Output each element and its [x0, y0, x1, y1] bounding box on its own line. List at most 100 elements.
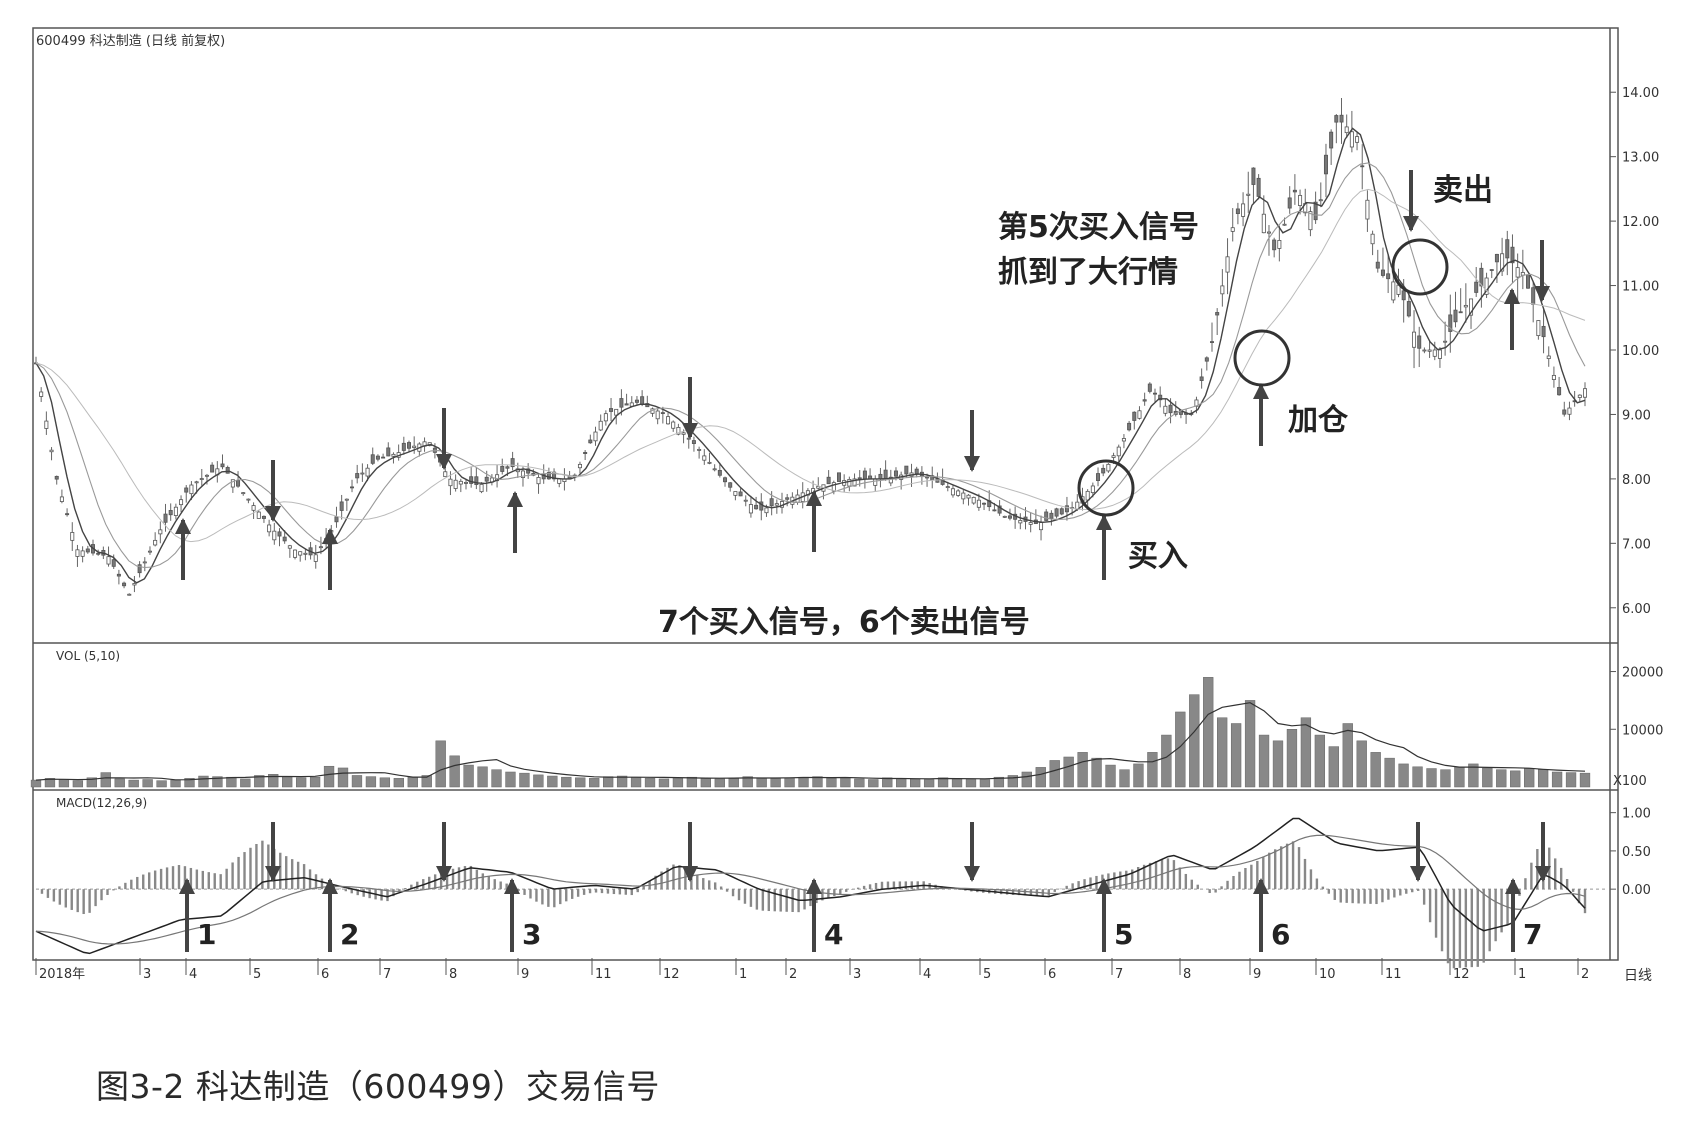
- candle-body: [236, 479, 241, 487]
- volume-bar: [1272, 740, 1284, 788]
- candle-body: [609, 408, 614, 412]
- candle-body: [1500, 253, 1505, 272]
- candle-body: [836, 472, 841, 482]
- volume-bar: [212, 776, 223, 788]
- volume-bar: [1175, 711, 1186, 788]
- candle-body: [1562, 409, 1567, 415]
- volume-bar: [365, 776, 377, 788]
- volume-bar: [1398, 763, 1409, 788]
- candle-body: [1479, 267, 1484, 287]
- annotation-buy-signal-line2: 抓到了大行情: [998, 255, 1178, 290]
- annotation-buy: 买入: [1128, 539, 1188, 574]
- price-tick-label: 11.00: [1622, 280, 1659, 295]
- candle-body: [153, 539, 158, 546]
- candle-body: [339, 501, 344, 511]
- volume-bar: [156, 780, 167, 788]
- candle-body: [671, 421, 676, 429]
- candle-body: [225, 467, 230, 474]
- candle-body: [1489, 269, 1494, 271]
- macd-buy-arrow-head: [1505, 878, 1521, 894]
- volume-bar: [672, 777, 684, 788]
- volume-bar: [198, 775, 209, 788]
- x-tick-label: 9: [521, 967, 529, 982]
- candle-body: [1355, 136, 1360, 143]
- candle-body: [163, 513, 168, 523]
- macd-sell-arrow-head: [1410, 866, 1426, 882]
- volume-bar: [868, 779, 879, 788]
- candle-body: [1054, 508, 1059, 517]
- macd-sell-arrow-head: [265, 866, 281, 882]
- price-tick-label: 8.00: [1622, 473, 1651, 488]
- volume-bar: [1007, 775, 1018, 788]
- volume-bar: [686, 776, 698, 788]
- candle-body: [634, 399, 639, 403]
- volume-bar: [114, 778, 125, 788]
- candle-body: [199, 478, 204, 480]
- candle-body: [360, 472, 365, 475]
- volume-bar: [937, 777, 949, 788]
- candle-body: [681, 432, 686, 435]
- volume-bar: [1440, 769, 1451, 788]
- candle-body: [1215, 312, 1220, 316]
- candle-body: [1505, 239, 1510, 259]
- candle-body: [132, 583, 137, 586]
- volume-bar: [644, 778, 656, 788]
- volume-bar: [979, 779, 991, 788]
- candle-body: [344, 498, 349, 501]
- buy-arrow-head: [322, 528, 338, 544]
- candle-body: [386, 447, 391, 457]
- candle-body: [1220, 285, 1225, 295]
- candle-body: [1494, 253, 1499, 263]
- candle-body: [1380, 269, 1385, 276]
- candle-body: [407, 442, 412, 449]
- volume-bar: [561, 776, 572, 788]
- x-tick-label: 7: [1115, 967, 1123, 982]
- candle-body: [1551, 374, 1556, 380]
- macd-signal-number: 5: [1114, 918, 1133, 951]
- candle-body: [1557, 387, 1562, 396]
- period-label: 日线: [1624, 968, 1652, 984]
- moving-average-line: [35, 188, 1586, 543]
- candle-body: [479, 484, 484, 493]
- macd-tick-label: 0.50: [1622, 845, 1651, 860]
- candle-body: [640, 396, 645, 405]
- candle-body: [816, 485, 821, 489]
- buy-arrow-head: [806, 490, 822, 506]
- candle-body: [293, 549, 298, 558]
- volume-bar: [770, 778, 781, 788]
- candle-body: [660, 412, 665, 414]
- volume-bar: [882, 777, 893, 788]
- candle-body: [546, 472, 551, 480]
- candle-body: [1531, 287, 1536, 305]
- macd-sell-arrow-head: [1535, 866, 1551, 882]
- candle-body: [261, 515, 266, 519]
- highlight-circle-buy: [1077, 459, 1135, 517]
- volume-bar: [575, 777, 586, 788]
- candle-body: [992, 509, 997, 512]
- volume-bar: [393, 778, 404, 788]
- candle-body: [96, 552, 101, 555]
- candle-body: [1510, 246, 1515, 264]
- x-tick-label: 12: [663, 967, 680, 982]
- candle-body: [769, 498, 774, 507]
- x-tick-label: 4: [189, 967, 197, 982]
- candle-body: [267, 524, 272, 533]
- volume-bar: [1230, 723, 1242, 788]
- candle-body: [1463, 304, 1468, 308]
- candle-body: [1204, 357, 1209, 362]
- buy-arrow-head: [1504, 288, 1520, 304]
- candle-body: [453, 479, 458, 489]
- volume-bar: [1161, 734, 1172, 788]
- macd-dif-line: [35, 817, 1586, 955]
- candle-body: [1577, 394, 1582, 398]
- volume-bar: [1133, 763, 1144, 788]
- candle-body: [873, 478, 878, 486]
- candle-body: [888, 476, 893, 484]
- candle-body: [168, 510, 173, 516]
- candle-body: [1199, 376, 1204, 381]
- x-tick-label: 11: [595, 967, 612, 982]
- volume-bar: [896, 778, 907, 788]
- candle-body: [1349, 131, 1354, 148]
- candle-body: [1106, 463, 1111, 472]
- moving-average-line: [35, 127, 1586, 584]
